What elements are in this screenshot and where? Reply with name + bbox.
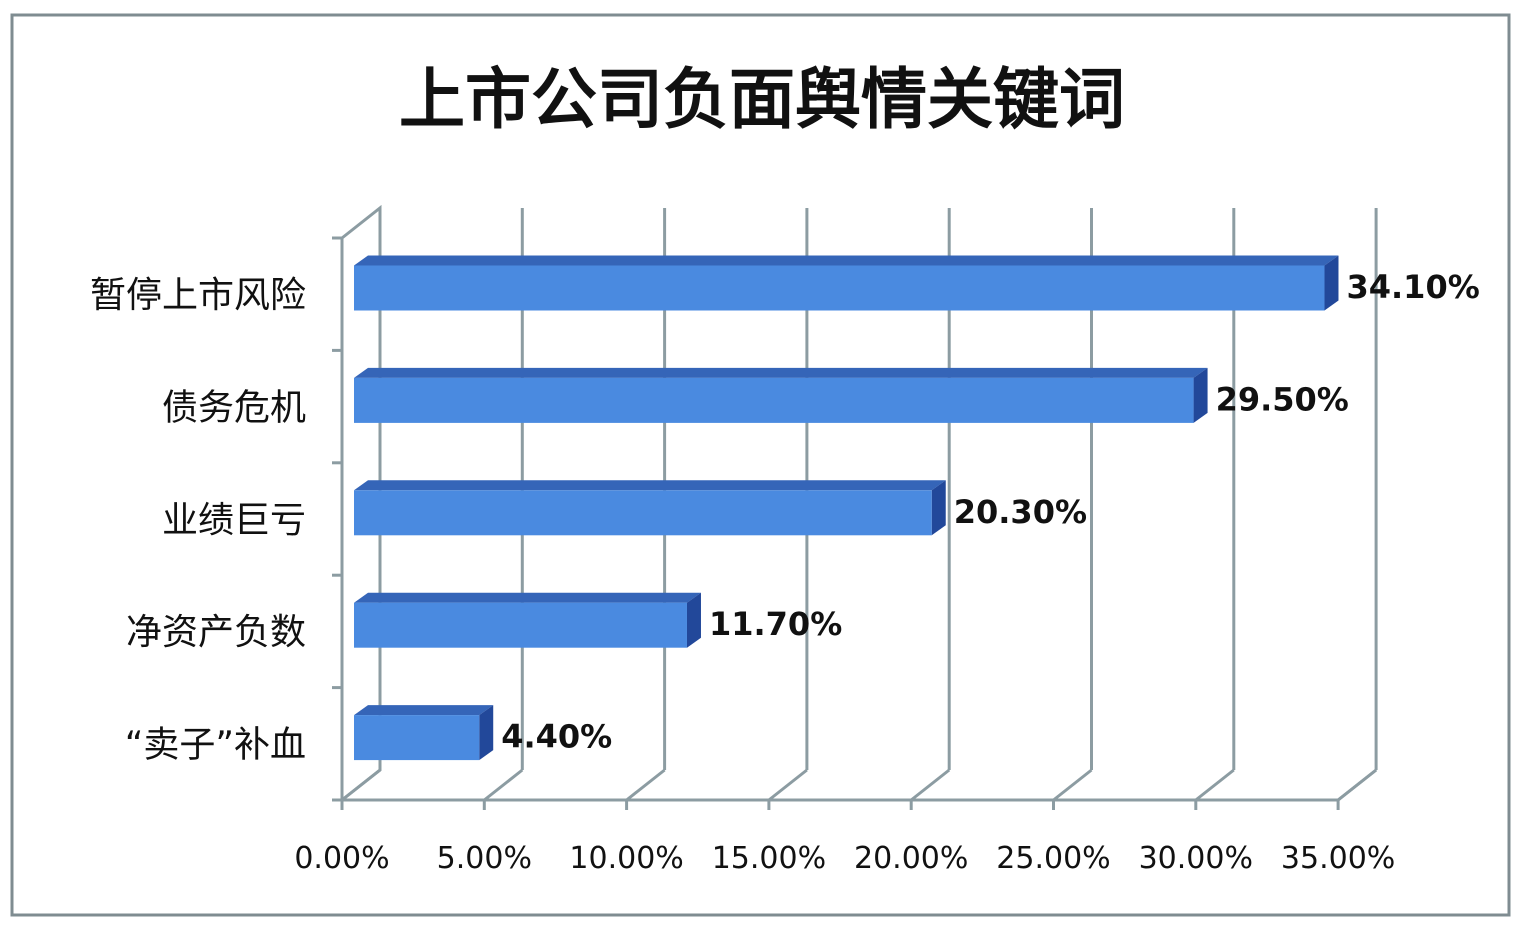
x-tick-label: 30.00%	[1139, 841, 1253, 876]
bar-top	[354, 705, 494, 716]
x-tick-label: 20.00%	[854, 841, 968, 876]
x-tick-label: 35.00%	[1281, 841, 1395, 876]
data-label: 4.40%	[501, 718, 612, 756]
bar-top	[354, 480, 946, 491]
data-label: 11.70%	[709, 605, 842, 643]
bar-front	[354, 715, 480, 761]
bar	[354, 480, 946, 536]
floor-line	[625, 768, 666, 802]
category-label: 债务危机	[162, 387, 306, 428]
data-label: 20.30%	[954, 493, 1087, 531]
bar-side	[686, 592, 701, 648]
category-label: 暂停上市风险	[90, 275, 306, 316]
bar-side	[1324, 255, 1339, 311]
floor-line	[483, 768, 524, 802]
floor-line	[910, 768, 951, 802]
bar	[354, 592, 701, 648]
x-tick-label: 5.00%	[437, 841, 532, 876]
bar-top	[354, 255, 1339, 266]
category-label: 净资产负数	[126, 612, 306, 653]
x-tick-label: 0.00%	[294, 841, 389, 876]
floor-line	[767, 768, 808, 802]
bar-side	[479, 705, 494, 761]
bar-front	[354, 602, 687, 648]
bar-side	[1193, 367, 1208, 423]
floor-line	[1052, 768, 1093, 802]
bar-front	[354, 490, 932, 536]
chart-border	[10, 13, 1511, 917]
data-label: 29.50%	[1216, 380, 1349, 418]
floor-line	[1194, 768, 1235, 802]
bar-side	[931, 480, 946, 536]
floor-line	[1337, 768, 1378, 802]
bar	[354, 255, 1339, 311]
bar-front	[354, 265, 1325, 311]
floor-line	[341, 768, 381, 802]
category-label: “卖子”补血	[125, 725, 306, 766]
category-label: 业绩巨亏	[162, 500, 306, 541]
bar-top	[354, 367, 1208, 378]
x-tick-label: 10.00%	[569, 841, 683, 876]
bar-top	[354, 592, 701, 603]
bar	[354, 705, 494, 761]
chart-title: 上市公司负面舆情关键词	[399, 61, 1125, 138]
bar-front	[354, 377, 1194, 423]
data-label: 34.10%	[1346, 268, 1479, 306]
x-tick-label: 15.00%	[712, 841, 826, 876]
x-tick-label: 25.00%	[996, 841, 1110, 876]
bar	[354, 367, 1208, 423]
